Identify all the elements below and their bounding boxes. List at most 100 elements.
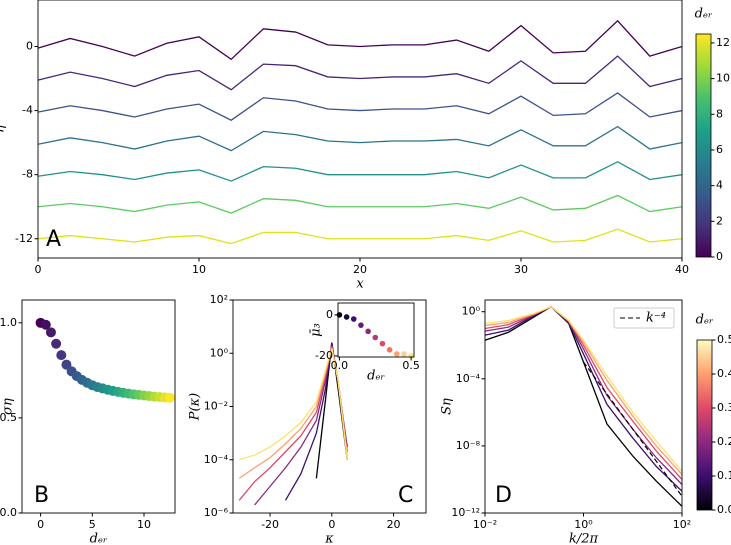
y-tick-label: -12 [15,232,33,245]
colorbar-tick-label: 0.4 [717,367,731,380]
colorbar-tick-label: 0 [716,250,723,263]
y-tick-label: 1.0 [0,316,17,329]
y-tick-label: 10⁰ [210,346,229,359]
colorbar-tick-label: 0.1 [717,469,731,482]
y-tick-label: 10⁻⁴ [204,453,229,466]
series-line [37,125,683,152]
x-tick-label: 30 [514,263,528,276]
series-line [37,194,683,214]
series-line [484,305,683,485]
colorbar-tick-label: 10 [716,72,730,85]
colorbar-tick-label: 12 [716,36,730,49]
x-axis-label: dₑᵣ [367,369,385,384]
y-tick-label: 10⁻¹² [451,506,480,519]
series-line [238,348,348,461]
plot-area [35,317,175,403]
plot-area [484,305,683,507]
y-tick-label: 10⁻⁸ [456,439,481,452]
x-tick-label: 20 [387,518,401,531]
panel-label: D [495,483,512,508]
data-point [45,327,56,338]
x-tick-label: 0.5 [402,359,420,372]
y-axis-label: P(κ) [188,393,203,421]
colorbar-tick-label: 0.0 [717,503,731,516]
inset-chart: 0.0 0.5 0 -20 dₑᵣ μ̄₃ [309,302,420,384]
y-tick-label: 0 [26,39,33,52]
legend-label: k⁻⁴ [646,311,666,326]
series-line [37,92,683,121]
x-tick-label: 0 [35,263,42,276]
y-axis-label: Sη [440,398,455,415]
y-tick-label: -20 [315,349,333,362]
y-tick-label: 0.0 [0,506,17,519]
series-line [484,305,683,480]
y-axis-label: η [0,125,8,133]
colorbar-tick-label: 0.3 [717,401,731,414]
x-tick-label: 10⁰ [574,518,593,531]
colorbar-tick-label: 2 [716,214,723,227]
panel-label: B [34,483,49,508]
data-point [386,347,393,353]
series-line [484,305,683,507]
series-line [37,55,683,91]
y-axis-label: μ̄₃ [309,323,324,337]
plot-background [38,0,682,258]
data-point [40,319,51,330]
series-line [37,228,683,245]
y-tick-label: 10⁻⁴ [456,372,481,385]
colorbar [696,339,713,511]
data-point [164,392,175,403]
data-point [358,322,364,328]
x-tick-label: 0 [37,518,44,531]
y-tick-label: 10⁻² [204,400,228,413]
data-point [365,328,371,335]
x-axis-label: x [356,277,364,292]
y-tick-label: 10⁻⁶ [204,506,229,519]
legend-box [613,307,675,329]
plot-background [338,303,414,357]
plot-background [22,300,175,513]
x-axis-label: κ [324,532,334,545]
colorbar-tick-label: 0.5 [717,333,731,346]
x-tick-label: 0.0 [331,359,349,372]
chart-panel: 0 5 10 0.0 0.5 1.0 dₑᵣ ση B [0,299,176,545]
plot-frame [337,302,415,358]
x-axis-label: dₑᵣ [90,532,108,545]
y-axis-label: ση [1,398,16,415]
plot-area [238,342,348,506]
colorbar-tick-label: 4 [716,179,723,192]
colorbar [695,33,712,258]
data-point [350,316,357,322]
x-tick-label: 10² [673,518,691,531]
x-tick-label: 20 [353,263,367,276]
y-tick-label: 0.5 [0,411,17,424]
x-tick-label: 0 [328,518,335,531]
x-tick-label: 5 [89,518,96,531]
series-line [484,305,683,475]
plot-frame [21,299,176,514]
colorbar-label: dₑᵣ [696,313,714,328]
x-tick-label: 40 [675,263,689,276]
series-line [37,19,683,61]
series-line [484,305,683,492]
y-tick-label: 10⁰ [462,305,481,318]
x-axis-label: k/2π [569,532,599,545]
series-line [583,361,683,497]
data-point [56,350,67,361]
y-tick-label: -4 [22,104,33,117]
data-point [372,334,379,341]
x-tick-label: 10⁻² [473,518,497,531]
panel-label: A [46,227,61,252]
colorbar-tick-label: 8 [716,107,723,120]
data-point [343,314,350,320]
colorbar-tick-label: 0.2 [717,435,731,448]
chart-panel: 10⁻²10⁰10²10⁻¹²10⁻⁸10⁻⁴10⁰k/2πSηDk⁻⁴0.00… [440,299,731,545]
plot-background [485,300,682,513]
x-tick-label: 10 [137,518,151,531]
panel-label: C [398,483,413,508]
series-line [37,161,683,182]
y-tick-label: 10² [210,293,228,306]
data-point [379,340,386,347]
